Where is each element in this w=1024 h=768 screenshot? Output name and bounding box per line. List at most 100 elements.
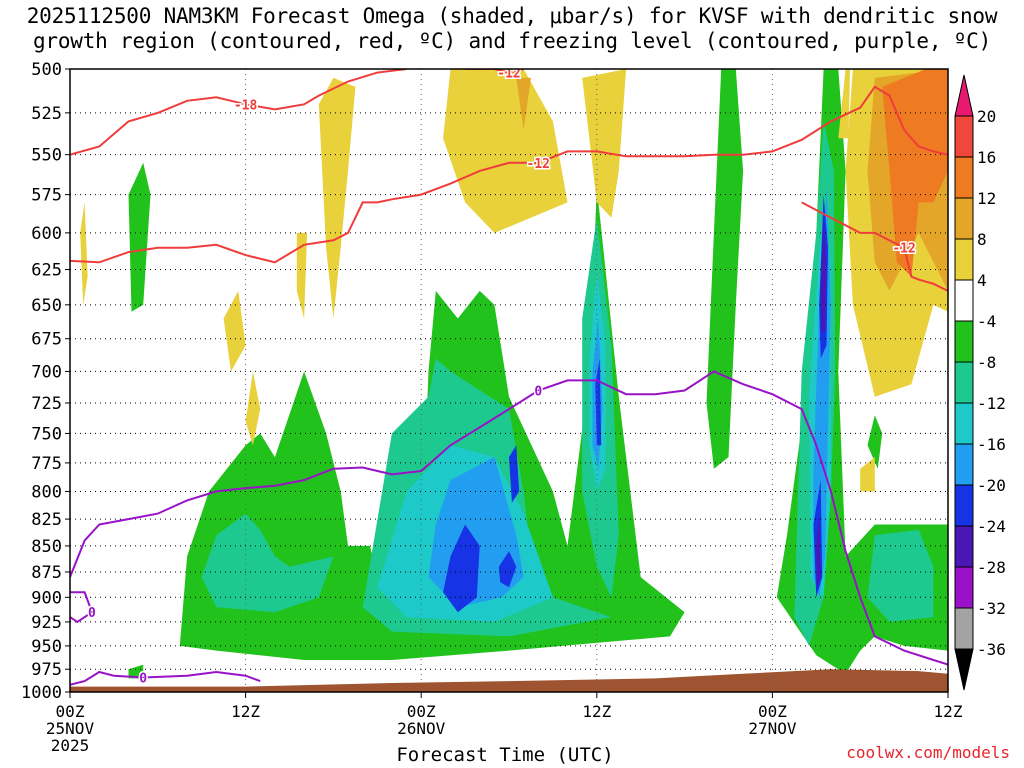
y-tick-label-725: 725 — [31, 394, 62, 414]
y-tick-label-900: 900 — [31, 588, 62, 608]
omega-area-4-5 — [443, 69, 568, 233]
x-tick-label-12-0: 12Z — [231, 702, 260, 721]
omega-area--8-4 — [867, 529, 934, 622]
y-tick-label-775: 775 — [31, 454, 62, 474]
colorbar-label-9: -20 — [977, 476, 1006, 495]
colorbar-label-2: 12 — [977, 189, 996, 208]
omega-area--4-0 — [128, 162, 151, 312]
x-tick-label-0-1: 25NOV — [46, 719, 95, 738]
y-tick-label-525: 525 — [31, 104, 62, 124]
y-tick-label-800: 800 — [31, 482, 62, 502]
chart-title-line-1: 2025112500 NAM3KM Forecast Omega (shaded… — [26, 4, 998, 28]
x-tick-label-0-2: 2025 — [51, 736, 90, 755]
freezing-contour-label-0: 0 — [534, 384, 542, 399]
colorbar-swatch-14 — [954, 648, 974, 691]
colorbar-swatch-6 — [954, 320, 974, 363]
chart-title: 2025112500 NAM3KM Forecast Omega (shaded… — [0, 4, 1024, 54]
omega-area-12-0 — [882, 69, 948, 277]
y-tick-label-750: 750 — [31, 424, 62, 444]
omega-area--8-0 — [201, 513, 334, 613]
colorbar-swatch-5 — [954, 279, 974, 322]
axis-ticks: 500 525 550 575 600 625 650 675 700 725 750 775 800 8… — [21, 60, 963, 755]
chart-title-line-2: growth region (contoured, red, ºC) and f… — [32, 29, 992, 53]
x-axis-label: Forecast Time (UTC) — [396, 744, 614, 766]
y-tick-label-650: 650 — [31, 296, 62, 316]
y-tick-label-875: 875 — [31, 563, 62, 583]
dgz-contour-0 — [70, 69, 407, 156]
x-tick-label-24-0: 00Z — [407, 702, 436, 721]
x-tick-label-48-0: 00Z — [758, 702, 787, 721]
y-tick-label-550: 550 — [31, 146, 62, 166]
colorbar-swatch-4 — [954, 238, 974, 281]
x-tick-label-36-0: 12Z — [582, 702, 611, 721]
colorbar-label-10: -24 — [977, 517, 1006, 536]
omega-area-4-1 — [223, 290, 246, 372]
colorbar-label-7: -12 — [977, 394, 1006, 413]
dgz-contour-3 — [465, 69, 524, 74]
colorbar-swatch-3 — [954, 197, 974, 240]
omega-area-4-9 — [838, 69, 850, 139]
colorbar-swatch-12 — [954, 566, 974, 609]
omega-area--24-0 — [820, 217, 827, 333]
colorbar-label-11: -28 — [977, 558, 1006, 577]
omega-area--4-2 — [706, 69, 744, 469]
colorbar-label-4: 4 — [977, 271, 987, 290]
y-tick-label-975: 975 — [31, 660, 62, 680]
colorbar-swatch-0 — [954, 74, 974, 117]
y-tick-label-950: 950 — [31, 637, 62, 657]
dgz-contour-label-0: -18 — [234, 98, 258, 113]
omega-area--4-5 — [128, 664, 144, 679]
omega-area-4-6 — [487, 69, 509, 122]
dgz-contour-label-1: -12 — [527, 157, 550, 172]
contour-lines: -18 -12 -12 -12 0 0 0 — [70, 67, 948, 688]
omega-area-4-3 — [296, 232, 308, 319]
dgz-contour-1 — [70, 85, 948, 264]
colorbar-label-3: 8 — [977, 230, 987, 249]
colorbar-swatch-13 — [954, 607, 974, 650]
omega-area-8-1 — [516, 77, 531, 130]
colorbar-label-13: -36 — [977, 640, 1006, 659]
y-tick-label-925: 925 — [31, 613, 62, 633]
colorbar-label-1: 16 — [977, 148, 996, 167]
y-tick-label-675: 675 — [31, 330, 62, 350]
y-tick-label-850: 850 — [31, 537, 62, 557]
colorbar-label-12: -32 — [977, 599, 1006, 618]
omega-shading — [80, 69, 948, 679]
colorbar-swatch-7 — [954, 361, 974, 404]
x-tick-label-0-0: 00Z — [56, 702, 85, 721]
y-tick-label-600: 600 — [31, 224, 62, 244]
y-tick-label-1000: 1000 — [21, 683, 62, 703]
freezing-contour-label-2: 0 — [139, 672, 147, 687]
omega-area-4-2 — [245, 371, 261, 446]
terrain-fill — [70, 669, 948, 692]
omega-area-4-4 — [80, 202, 88, 305]
omega-area-4-0 — [318, 77, 356, 319]
freezing-contour-0 — [70, 370, 948, 666]
omega-area--20-2 — [509, 445, 520, 503]
colorbar-swatch-10 — [954, 484, 974, 527]
terrain-layer — [70, 669, 948, 692]
x-tick-label-24-1: 26NOV — [397, 719, 446, 738]
y-tick-label-500: 500 — [31, 60, 62, 80]
colorbar-label-0: 20 — [977, 107, 996, 126]
y-tick-label-575: 575 — [31, 186, 62, 206]
x-tick-label-60-0: 12Z — [934, 702, 963, 721]
dgz-contour-label-3: -12 — [497, 67, 520, 82]
freezing-contour-1 — [70, 591, 94, 624]
x-tick-label-48-1: 27NOV — [748, 719, 797, 738]
y-tick-label-625: 625 — [31, 261, 62, 281]
colorbar-swatch-11 — [954, 525, 974, 568]
omega-area-4-10 — [860, 457, 875, 492]
colorbar-label-6: -8 — [977, 353, 996, 372]
colorbar-label-8: -16 — [977, 435, 1006, 454]
credit-text: coolwx.com/models — [846, 743, 1010, 762]
freezing-contour-2 — [70, 670, 261, 686]
omega-area--24-1 — [816, 513, 821, 588]
dgz-contour-2 — [801, 201, 948, 292]
omega-area--4-4 — [867, 415, 883, 469]
omega-area--20-1 — [498, 551, 517, 588]
y-tick-label-825: 825 — [31, 510, 62, 530]
colorbar-swatch-1 — [954, 115, 974, 158]
colorbar-swatch-8 — [954, 402, 974, 445]
